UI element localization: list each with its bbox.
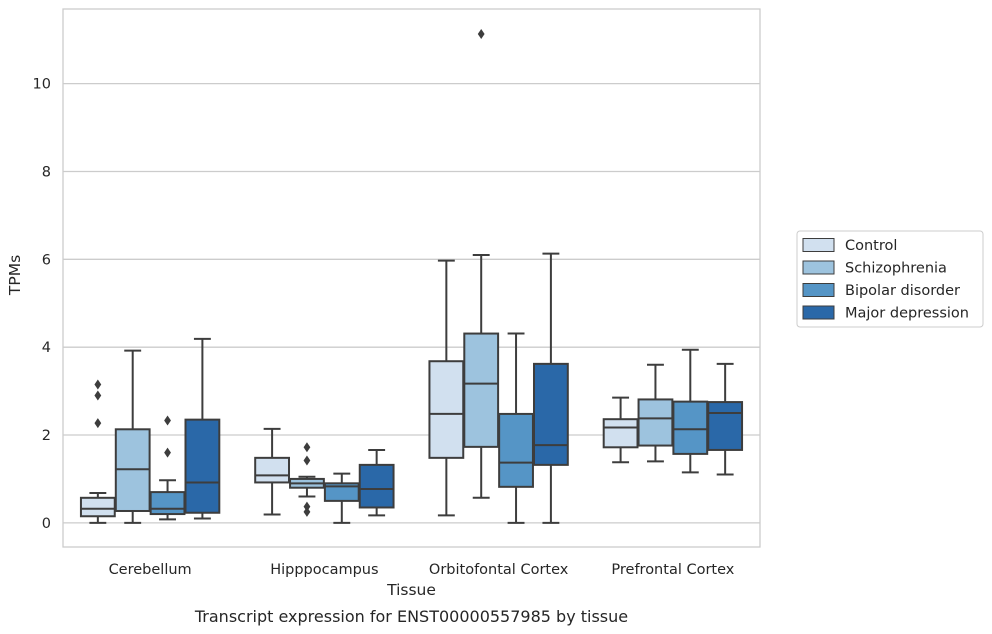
- outlier-point: [303, 455, 311, 466]
- outlier-point: [94, 379, 102, 390]
- iqr-box: [637, 398, 674, 447]
- series-major-depression: [184, 252, 744, 524]
- x-tick-label: Cerebellum: [109, 562, 192, 578]
- iqr-box: [532, 362, 569, 466]
- series-control: [79, 259, 639, 524]
- box-series: [79, 29, 744, 524]
- iqr-box: [707, 401, 744, 451]
- grid-lines: [63, 83, 760, 524]
- outlier-point: [303, 506, 311, 517]
- box-plot: [79, 379, 116, 524]
- box-plot: [602, 396, 639, 464]
- box-plot: [323, 472, 360, 524]
- legend-swatch: [802, 283, 835, 297]
- iqr-box: [672, 400, 709, 455]
- legend: Control Schizophrenia Bipolar disorder Majo…: [796, 230, 984, 328]
- iqr-box: [323, 482, 360, 502]
- box-plot: [532, 252, 569, 524]
- y-axis-label: TPMs: [6, 255, 24, 296]
- x-tick-label: Hipppocampus: [270, 562, 378, 578]
- x-tick-label: Prefrontal Cortex: [611, 562, 734, 578]
- box-plot: [254, 427, 291, 516]
- box-plot: [114, 349, 151, 524]
- y-tick-label: 10: [33, 77, 51, 93]
- y-tick-label: 8: [42, 164, 51, 180]
- y-tick-labels: 0 2 4 6 8 10: [33, 77, 51, 532]
- outlier-point: [303, 501, 311, 512]
- iqr-box: [602, 418, 639, 449]
- legend-item: Control: [802, 238, 897, 254]
- box-plot: [672, 348, 709, 474]
- legend-swatch: [802, 305, 835, 320]
- y-tick-label: 2: [42, 428, 51, 444]
- outlier-point: [164, 415, 171, 426]
- outlier-point: [164, 447, 171, 458]
- box-plot: [637, 363, 674, 463]
- box-plot: [184, 337, 221, 520]
- series-schizophrenia: [114, 29, 674, 524]
- box-plot: [463, 29, 500, 499]
- legend-label: Bipolar disorder: [845, 283, 960, 299]
- series-bipolar-disorder: [149, 332, 709, 524]
- iqr-box: [254, 456, 291, 484]
- box-plot: [289, 442, 325, 517]
- box-plot: [498, 332, 534, 524]
- y-tick-label: 0: [42, 516, 51, 532]
- y-tick-label: 6: [42, 252, 51, 268]
- iqr-box: [149, 491, 186, 516]
- iqr-box: [428, 360, 465, 459]
- legend-swatch: [802, 260, 835, 275]
- chart-caption: Transcript expression for ENST0000055798…: [194, 607, 628, 626]
- legend-swatch: [802, 238, 835, 252]
- legend-item: Bipolar disorder: [802, 283, 960, 299]
- legend-item: Schizophrenia: [802, 260, 947, 277]
- outlier-point: [303, 442, 311, 453]
- x-tick-labels: Cerebellum Hipppocampus Orbitofontal Corte…: [109, 562, 735, 578]
- outlier-point: [94, 418, 102, 429]
- legend-frame: [796, 230, 984, 328]
- legend-label: Schizophrenia: [845, 261, 947, 277]
- iqr-box: [79, 496, 116, 518]
- iqr-box: [463, 332, 500, 448]
- outlier-point: [94, 390, 102, 401]
- legend-label: Major depression: [845, 306, 969, 322]
- iqr-box: [184, 418, 221, 514]
- iqr-box: [358, 463, 395, 509]
- box-plot: [358, 448, 395, 517]
- legend-label: Control: [845, 238, 897, 254]
- plot-frame: [62, 8, 761, 548]
- x-tick-label: Orbitofontal Cortex: [429, 562, 569, 578]
- outlier-point: [477, 29, 485, 40]
- iqr-box: [498, 412, 534, 488]
- box-plot: [428, 259, 465, 517]
- x-axis-label: Tissue: [386, 581, 436, 599]
- box-plot: [149, 415, 186, 521]
- box-plot: [707, 362, 744, 476]
- legend-item: Major depression: [802, 305, 969, 322]
- y-tick-label: 4: [42, 340, 51, 356]
